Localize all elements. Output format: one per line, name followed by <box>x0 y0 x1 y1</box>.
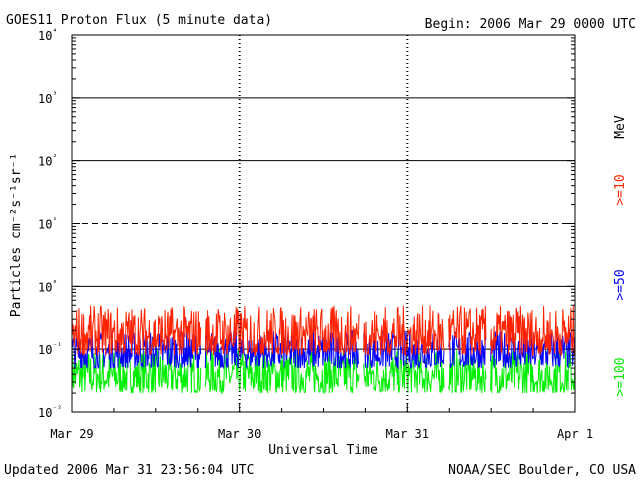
x-tick-labels: Mar 29 Mar 30 Mar 31 Apr 1 <box>50 427 593 441</box>
y-tick-label: 10² <box>38 153 57 169</box>
x-tick-label: Mar 29 <box>50 427 93 441</box>
begin-time-label: Begin: 2006 Mar 29 0000 UTC <box>425 17 636 32</box>
threshold-lines <box>72 97 575 350</box>
y-tick-label: 10⁻² <box>38 404 62 420</box>
source-credit: NOAA/SEC Boulder, CO USA <box>448 463 636 478</box>
y-axis-label: Particles cm⁻²s⁻¹sr⁻¹ <box>9 153 24 317</box>
x-tick-label: Mar 31 <box>386 427 429 441</box>
legend: MeV >=10 >=50 >=100 <box>613 115 628 396</box>
legend-entry: >=50 <box>613 269 628 300</box>
y-tick-labels: 10⁻² 10⁻¹ 10⁰ 10¹ 10² 10³ 10⁴ <box>38 27 62 420</box>
series-line <box>71 305 576 357</box>
legend-entry: >=100 <box>613 357 628 396</box>
x-tick-label: Apr 1 <box>557 427 593 441</box>
y-tick-label: 10⁴ <box>38 27 57 43</box>
plot-frame <box>71 34 576 413</box>
updated-timestamp: Updated 2006 Mar 31 23:56:04 UTC <box>4 463 254 478</box>
x-tick-label: Mar 30 <box>218 427 261 441</box>
y-tick-label: 10⁻¹ <box>38 341 62 357</box>
y-tick-label: 10⁰ <box>38 278 57 294</box>
legend-unit: MeV <box>613 115 628 139</box>
flux-series <box>71 305 576 395</box>
y-tick-label: 10³ <box>38 90 57 106</box>
x-axis-label: Universal Time <box>268 443 378 458</box>
y-tick-label: 10¹ <box>38 216 57 232</box>
chart-title: GOES11 Proton Flux (5 minute data) <box>6 13 272 28</box>
legend-entry: >=10 <box>613 174 628 205</box>
